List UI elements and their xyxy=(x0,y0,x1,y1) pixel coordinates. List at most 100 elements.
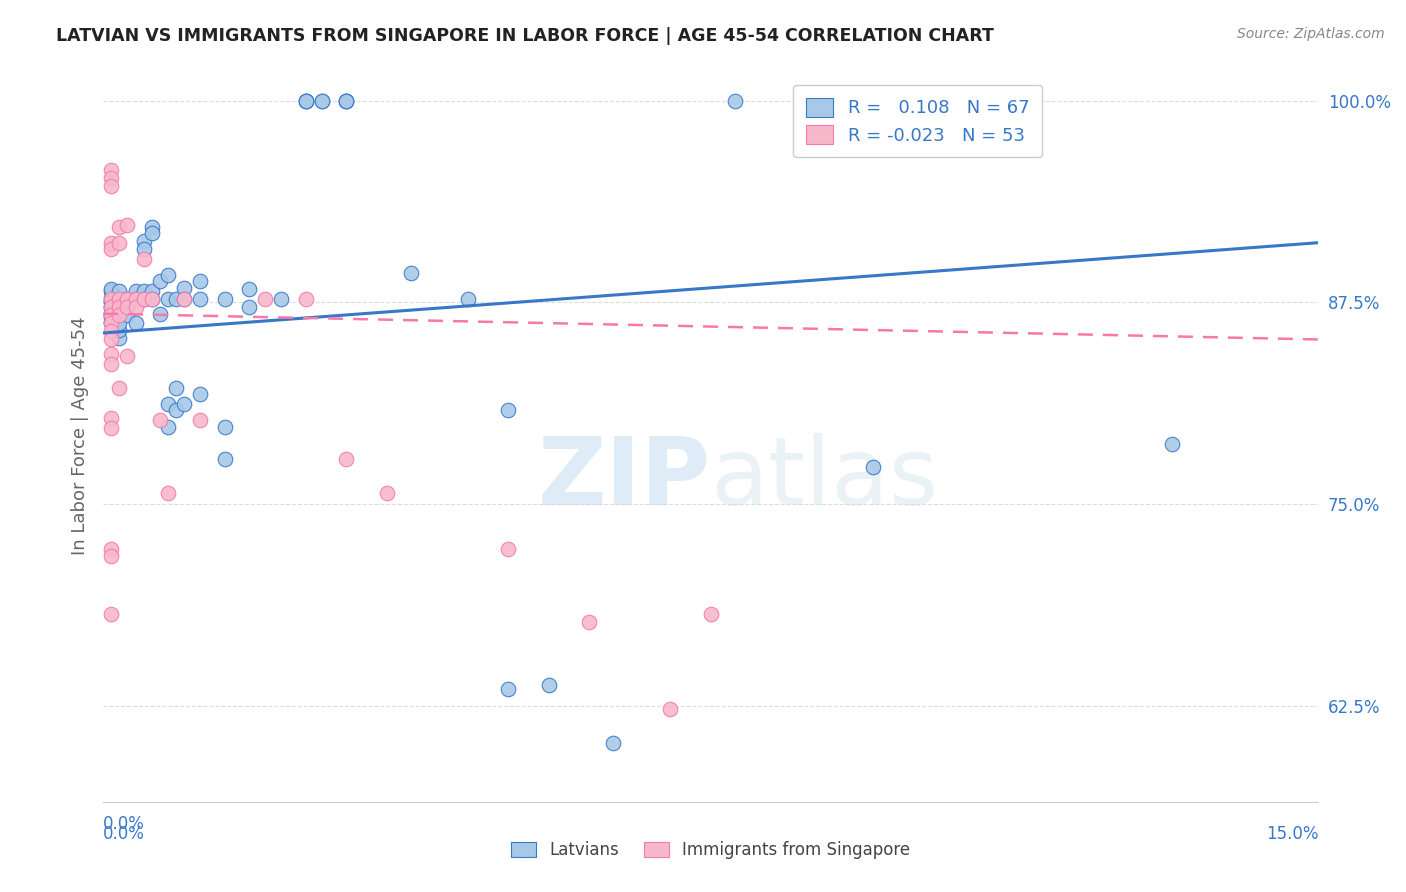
Point xyxy=(173,292,195,306)
Point xyxy=(100,235,122,250)
Point xyxy=(156,485,179,500)
Point xyxy=(602,736,624,750)
Point xyxy=(124,292,146,306)
Point xyxy=(100,295,122,310)
Point xyxy=(100,316,122,330)
Point xyxy=(214,451,236,466)
Point xyxy=(188,292,211,306)
Y-axis label: In Labor Force | Age 45-54: In Labor Force | Age 45-54 xyxy=(72,316,89,555)
Point xyxy=(141,292,163,306)
Point xyxy=(108,331,131,345)
Point xyxy=(117,292,139,306)
Point xyxy=(375,485,398,500)
Point xyxy=(124,292,146,306)
Point xyxy=(132,292,155,306)
Point xyxy=(188,413,211,427)
Point xyxy=(311,94,333,108)
Point xyxy=(100,292,122,306)
Point xyxy=(537,677,560,691)
Point xyxy=(238,283,260,297)
Point xyxy=(117,300,139,314)
Point xyxy=(108,308,131,322)
Point xyxy=(238,300,260,314)
Point xyxy=(141,284,163,298)
Point xyxy=(165,381,187,395)
Text: atlas: atlas xyxy=(710,434,939,525)
Point xyxy=(100,300,122,314)
Point xyxy=(100,284,122,298)
Point xyxy=(100,283,122,297)
Point xyxy=(100,171,122,186)
Point xyxy=(578,615,600,629)
Point xyxy=(132,292,155,306)
Point xyxy=(149,413,172,427)
Point xyxy=(132,234,155,248)
Point xyxy=(100,315,122,329)
Point xyxy=(117,218,139,232)
Point xyxy=(108,284,131,298)
Point xyxy=(108,300,131,314)
Point xyxy=(132,284,155,298)
Point xyxy=(214,292,236,306)
Point xyxy=(724,94,747,108)
Point xyxy=(294,94,316,108)
Point xyxy=(100,308,122,322)
Text: 0.0%: 0.0% xyxy=(103,815,145,833)
Point xyxy=(117,349,139,363)
Point xyxy=(100,242,122,256)
Point xyxy=(108,292,131,306)
Point xyxy=(457,292,479,306)
Point xyxy=(117,300,139,314)
Text: Source: ZipAtlas.com: Source: ZipAtlas.com xyxy=(1237,27,1385,41)
Point xyxy=(496,682,519,697)
Point xyxy=(100,347,122,361)
Point xyxy=(132,252,155,266)
Point xyxy=(100,549,122,563)
Point xyxy=(100,308,122,322)
Point xyxy=(165,403,187,417)
Point xyxy=(100,411,122,425)
Point xyxy=(108,292,131,306)
Point xyxy=(173,292,195,306)
Point xyxy=(124,284,146,298)
Point xyxy=(100,163,122,178)
Point xyxy=(149,274,172,288)
Point xyxy=(100,542,122,557)
Point xyxy=(100,179,122,194)
Point xyxy=(188,274,211,288)
Point xyxy=(100,310,122,324)
Point xyxy=(100,607,122,621)
Text: 15.0%: 15.0% xyxy=(1265,824,1319,843)
Point xyxy=(214,419,236,434)
Point xyxy=(496,403,519,417)
Point xyxy=(141,292,163,306)
Point xyxy=(100,325,122,339)
Point xyxy=(311,94,333,108)
Point xyxy=(100,357,122,371)
Point xyxy=(335,451,357,466)
Text: LATVIAN VS IMMIGRANTS FROM SINGAPORE IN LABOR FORCE | AGE 45-54 CORRELATION CHAR: LATVIAN VS IMMIGRANTS FROM SINGAPORE IN … xyxy=(56,27,994,45)
Point xyxy=(100,333,122,347)
Point xyxy=(173,281,195,295)
Point xyxy=(335,94,357,108)
Point xyxy=(335,94,357,108)
Point xyxy=(117,292,139,306)
Point xyxy=(141,226,163,240)
Point xyxy=(132,242,155,256)
Point xyxy=(659,702,682,716)
Point xyxy=(862,459,884,474)
Point xyxy=(173,397,195,411)
Point xyxy=(294,94,316,108)
Point xyxy=(117,308,139,322)
Point xyxy=(124,300,146,314)
Point xyxy=(108,235,131,250)
Point xyxy=(100,421,122,435)
Text: 0.0%: 0.0% xyxy=(103,824,145,843)
Point xyxy=(149,307,172,321)
Point xyxy=(108,323,131,337)
Point xyxy=(108,219,131,234)
Point xyxy=(108,381,131,395)
Point xyxy=(399,266,422,280)
Point xyxy=(100,300,122,314)
Point xyxy=(100,316,122,330)
